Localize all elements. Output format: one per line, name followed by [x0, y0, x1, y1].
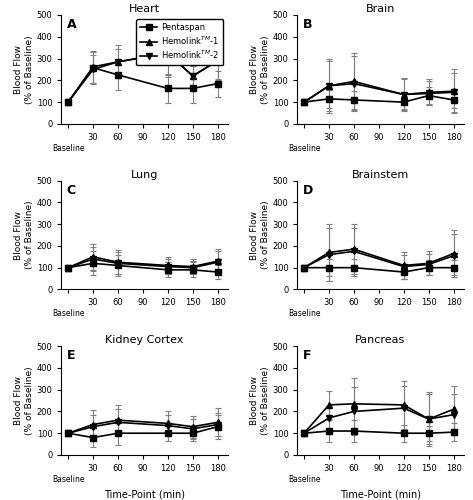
- X-axis label: Time-Point (min): Time-Point (min): [104, 490, 185, 500]
- Title: Brain: Brain: [366, 4, 395, 14]
- Text: Baseline: Baseline: [52, 474, 84, 484]
- Text: Baseline: Baseline: [52, 144, 84, 152]
- Y-axis label: Blood Flow
(% of Baseline): Blood Flow (% of Baseline): [250, 200, 270, 270]
- Text: C: C: [67, 184, 76, 197]
- Y-axis label: Blood Flow
(% of Baseline): Blood Flow (% of Baseline): [250, 366, 270, 435]
- Legend: Pentaspan, Hemolink$^{TM}$-1, Hemolink$^{TM}$-2: Pentaspan, Hemolink$^{TM}$-1, Hemolink$^…: [136, 19, 223, 66]
- Title: Lung: Lung: [131, 170, 158, 180]
- Text: A: A: [67, 18, 76, 32]
- Text: B: B: [302, 18, 312, 32]
- Y-axis label: Blood Flow
(% of Baseline): Blood Flow (% of Baseline): [14, 35, 34, 104]
- Text: F: F: [302, 350, 311, 362]
- Text: E: E: [67, 350, 75, 362]
- Title: Pancreas: Pancreas: [355, 336, 405, 345]
- Y-axis label: Blood Flow
(% of Baseline): Blood Flow (% of Baseline): [14, 200, 34, 270]
- Text: D: D: [302, 184, 313, 197]
- Text: Baseline: Baseline: [288, 309, 320, 318]
- Y-axis label: Blood Flow
(% of Baseline): Blood Flow (% of Baseline): [14, 366, 34, 435]
- Title: Heart: Heart: [129, 4, 160, 14]
- X-axis label: Time-Point (min): Time-Point (min): [340, 490, 421, 500]
- Title: Kidney Cortex: Kidney Cortex: [105, 336, 184, 345]
- Text: Baseline: Baseline: [52, 309, 84, 318]
- Text: Baseline: Baseline: [288, 474, 320, 484]
- Title: Brainstem: Brainstem: [352, 170, 409, 180]
- Y-axis label: Blood Flow
(% of Baseline): Blood Flow (% of Baseline): [250, 35, 270, 104]
- Text: Baseline: Baseline: [288, 144, 320, 152]
